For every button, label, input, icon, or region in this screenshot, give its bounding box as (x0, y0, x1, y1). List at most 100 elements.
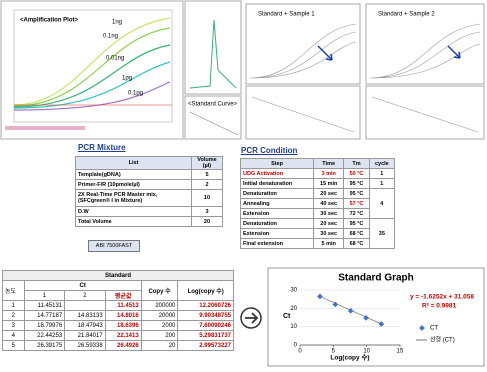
cell: 40 sec (313, 198, 345, 209)
cell: Time (313, 158, 345, 169)
cell: Final extension (239, 238, 315, 249)
amp-title: <Amplification Plot> (20, 18, 79, 24)
curve-label: 0.1ng (103, 34, 118, 40)
mixture-title: PCR Mixture (78, 143, 126, 152)
cell: Copy 수 (140, 280, 179, 301)
row: Template(gDNA) 5 (75, 169, 224, 180)
cell: 11.4513 (104, 300, 142, 311)
cell: 18.47943 (64, 320, 106, 331)
row: Final extension 5 min 68 °C (239, 238, 395, 249)
cell: Extension (239, 228, 315, 239)
cell: Denaturation (239, 188, 315, 199)
row: UDG Activation 3 min 50 °C 1 (239, 168, 396, 179)
cell: 5.29831737 (177, 330, 234, 341)
y-tick-label: 20 (290, 306, 297, 312)
cell: 21.84017 (64, 330, 106, 341)
row: Primer-F/R (10pmole/µl) 2 (75, 179, 224, 190)
panel-title: Standard + Sample 2 (378, 12, 435, 18)
cell: 2 (190, 179, 224, 190)
melt-window (184, 0, 242, 95)
cell: Ct (23, 280, 142, 291)
cell: 22.1413 (104, 330, 142, 341)
cell: Template(gDNA) (75, 169, 192, 180)
row: Total Volume 20 (75, 216, 224, 227)
x-tick-label: 5 (332, 349, 336, 355)
panel-2 (365, 3, 485, 140)
y-tick-label: 30 (290, 288, 297, 294)
x-label: Log(copy 수) (330, 354, 369, 362)
row: D.W 3 (75, 206, 224, 217)
cell: 5 (190, 169, 224, 180)
cell: 1 (368, 178, 396, 189)
mixture-table: List Volume (µl) Template(gDNA) 5 Primer-F/R… (75, 156, 224, 227)
cell: 95 °C (343, 188, 370, 199)
cell: 7.60090246 (177, 320, 234, 331)
cell: 12.2060726 (177, 300, 234, 311)
cell: Log(copy 수) (177, 280, 234, 301)
cell: 18.79976 (23, 320, 66, 331)
cell: 200000 (140, 300, 179, 311)
cell: Tm (343, 158, 370, 169)
cell: Primer-F/R (10pmole/µl) (75, 179, 192, 190)
point (317, 293, 323, 300)
cell: 1 (23, 290, 66, 301)
cell: 30 sec (313, 228, 345, 239)
cell: 95 °C (343, 218, 370, 229)
amp-curves (13, 17, 172, 111)
cell: 농도 (2, 280, 25, 301)
curve-label: 0.1pg (128, 91, 143, 97)
row: 1 11.45131 11.4513 200000 12.2060726 (2, 300, 234, 311)
cell: 2000 (140, 320, 179, 331)
cell: 14.83133 (64, 310, 106, 321)
condition-title: PCR Condition (241, 146, 298, 155)
cell: 57 °C (343, 198, 370, 209)
header-row: Step Time Tm cycle (239, 158, 396, 169)
legend-marker (419, 325, 425, 331)
point (332, 301, 339, 308)
cell: 4 (368, 188, 396, 219)
standard-table: Standard 농도 Ct Copy 수 Log(copy 수) 1 2 평균값 1 11.45… (2, 270, 234, 351)
cell: 20 (140, 340, 179, 351)
cell: 18.6396 (104, 320, 142, 331)
cell: 22.44253 (23, 330, 66, 341)
cell: 9.90348755 (177, 310, 234, 321)
cell: 5 (2, 340, 25, 351)
cell: 20 sec (313, 218, 345, 229)
cell: 1 (368, 168, 396, 179)
curve-label: 1pg (122, 76, 132, 82)
cell: UDG Activation (239, 168, 315, 179)
title-row: Standard (2, 270, 234, 281)
legend-label: 선형 (CT) (430, 336, 455, 344)
cell: Denaturation (239, 218, 315, 229)
cell: 20 sec (313, 188, 345, 199)
cell: Initial denaturation (239, 178, 315, 189)
melt-curve (189, 19, 237, 89)
curve-label: 1ng (112, 20, 122, 26)
graph-frame (267, 267, 485, 367)
row: Denaturation 20 sec 95 °C 4 (239, 188, 396, 219)
cell: 50 °C (343, 168, 370, 179)
cell: List (75, 156, 192, 170)
x-tick-label: 10 (363, 349, 370, 355)
cell: 15 min (313, 178, 345, 189)
cell: Standard (2, 270, 234, 281)
cell: 26.59338 (64, 340, 106, 351)
cell: 14.8016 (104, 310, 142, 321)
x-tick-label: 15 (397, 349, 404, 355)
row: Initial denaturation 15 min 95 °C 1 (239, 178, 396, 189)
panel-1 (245, 3, 361, 140)
cell: 68 °C (343, 238, 370, 249)
y-tick-label: 0 (294, 343, 298, 349)
x-tick-label: 0 (298, 349, 302, 355)
arrow (245, 312, 259, 324)
cell: 10 (190, 189, 224, 207)
graph-title: Standard Graph (338, 273, 414, 284)
cell: 3 (2, 320, 25, 331)
well-strip (5, 126, 85, 130)
cell: 평균값 (104, 290, 142, 301)
cell: 2X Real-Time PCR Master mix, (SFCgreen® … (75, 189, 192, 207)
point (347, 307, 354, 314)
cell: 35 (368, 218, 396, 249)
row: 2 14.77187 14.83133 14.8016 20000 9.90348755 (2, 310, 234, 321)
